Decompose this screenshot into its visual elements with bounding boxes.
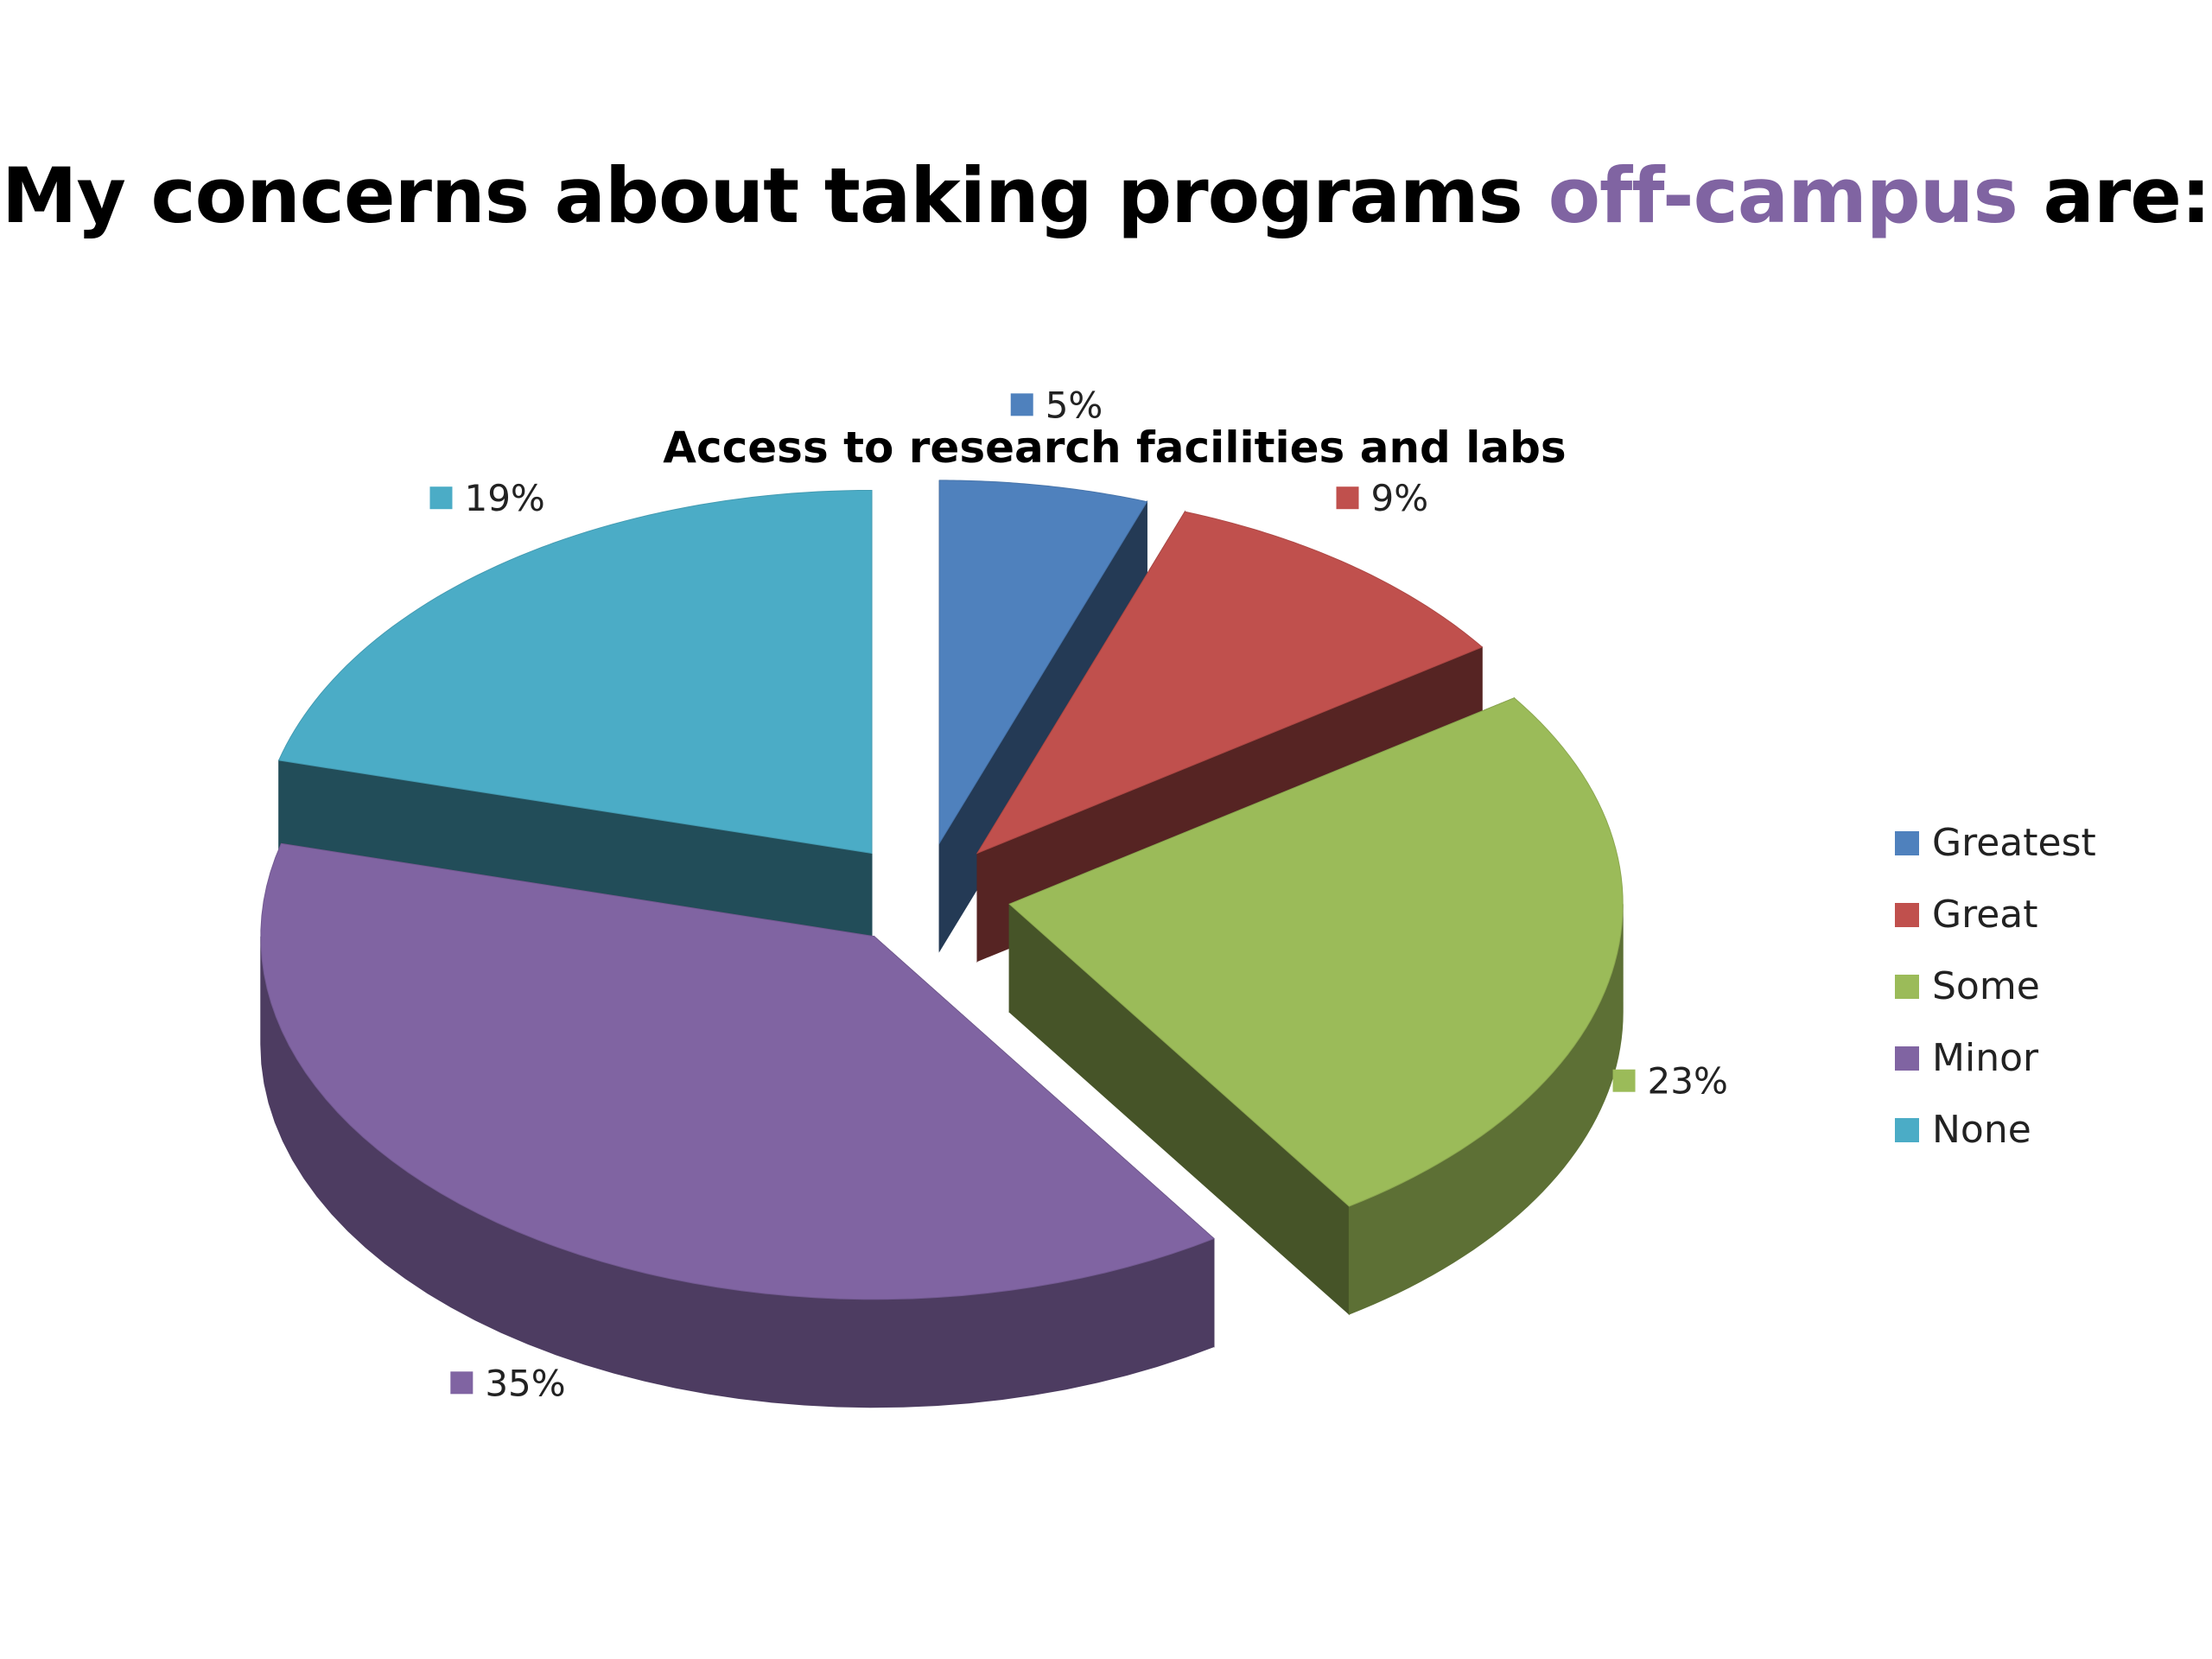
legend-swatch: [1895, 1046, 1919, 1071]
pie-slices: [260, 480, 1624, 1408]
slide-title: My concerns about taking programs off-ca…: [0, 151, 2212, 240]
pie-slice-some: [1008, 696, 1624, 1316]
data-label-great: 9%: [1336, 477, 1429, 519]
chart-title: Access to research facilities and labs: [663, 423, 1566, 473]
pie-slice-minor: [260, 842, 1215, 1408]
legend-swatch: [1895, 903, 1919, 927]
data-label-none: 19%: [429, 477, 545, 519]
slide-title-highlight: off-campus: [1548, 151, 2018, 240]
legend-item-great: Great: [1895, 893, 2038, 937]
legend-swatch: [1895, 975, 1919, 999]
legend-item-some: Some: [1895, 964, 2040, 1008]
data-label-text: 5%: [1046, 384, 1103, 426]
data-label-some: 23%: [1612, 1060, 1728, 1103]
legend: Greatest Great Some Minor None: [1895, 821, 2096, 1152]
legend-item-greatest: Greatest: [1895, 821, 2096, 865]
data-label-text: 9%: [1371, 477, 1429, 519]
legend-swatch: [1895, 831, 1919, 855]
legend-label: Great: [1932, 893, 2038, 937]
data-label-text: 35%: [485, 1362, 565, 1404]
data-label-minor: 35%: [450, 1362, 566, 1404]
legend-label: Some: [1932, 964, 2040, 1008]
legend-label: None: [1932, 1108, 2031, 1152]
legend-item-minor: Minor: [1895, 1036, 2039, 1080]
data-label-text: 23%: [1648, 1060, 1728, 1103]
legend-swatch: [1895, 1118, 1919, 1142]
legend-label: Greatest: [1932, 821, 2096, 865]
data-label-greatest: 5%: [1010, 384, 1103, 426]
data-label-text: 19%: [464, 477, 544, 519]
legend-item-none: None: [1895, 1108, 2031, 1152]
slide-title-end: are:: [2017, 151, 2211, 240]
slide-title-text: My concerns about taking programs: [1, 151, 1548, 240]
legend-label: Minor: [1932, 1036, 2039, 1080]
data-labels: 5% 9% 23% 35% 19%: [429, 384, 1728, 1404]
